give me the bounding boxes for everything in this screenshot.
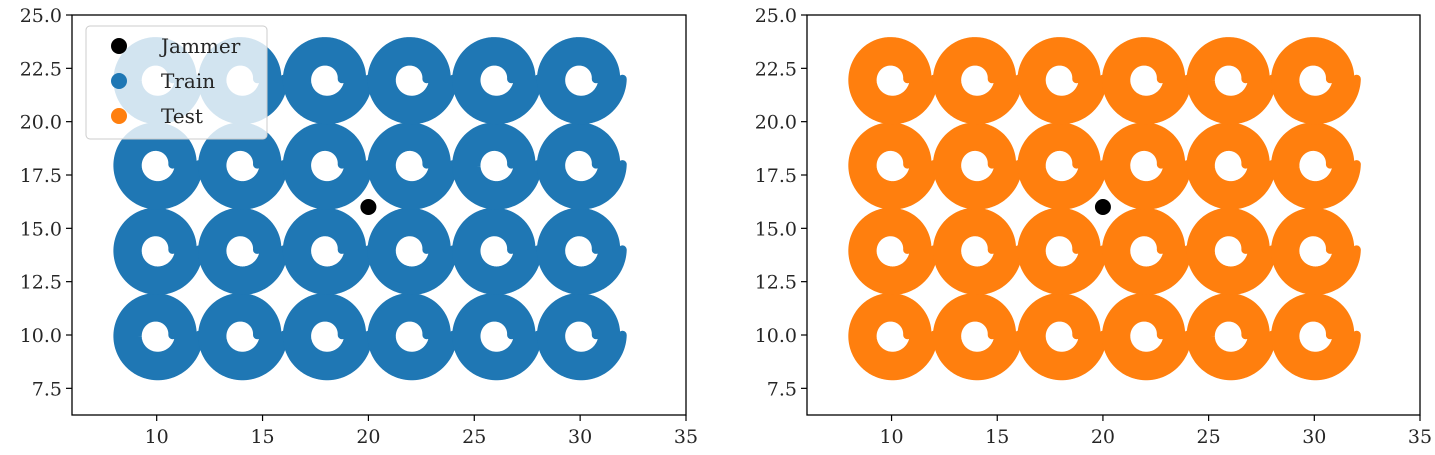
y-tick-label: 7.5	[767, 378, 797, 400]
trajectory-spiral	[367, 293, 458, 381]
x-tick-label: 10	[145, 426, 169, 448]
trajectory-spiral	[198, 207, 288, 295]
x-tick-label: 30	[568, 426, 592, 448]
trajectory-spiral	[536, 122, 627, 210]
trajectory-spiral	[198, 293, 288, 381]
x-tick-label: 35	[1408, 426, 1432, 448]
y-tick-label: 22.5	[20, 58, 62, 80]
trajectory-spiral	[1271, 293, 1361, 381]
trajectory-spiral	[848, 207, 939, 295]
trajectory-spiral	[932, 122, 1023, 210]
legend-box	[85, 25, 268, 140]
trajectory-spiral	[282, 37, 373, 125]
trajectory-spiral	[282, 207, 373, 295]
y-tick-label: 17.5	[755, 165, 797, 187]
x-tick-label: 20	[1091, 426, 1115, 448]
trajectory-spiral	[452, 207, 543, 295]
trajectory-spiral	[932, 37, 1023, 125]
plot-area: 10 15 20 25 30 35 7.5 10.0 12.5 15.0 17.5 20.0 22.5 2…	[755, 5, 1432, 448]
trajectory-spiral	[1186, 122, 1277, 210]
trajectory-spiral	[113, 293, 204, 381]
trajectory-spiral	[367, 207, 458, 295]
series-test	[848, 37, 1361, 381]
legend: Jammer Train Test	[85, 25, 268, 140]
y-tick-label: 25.0	[20, 5, 62, 27]
trajectory-spiral	[1186, 37, 1277, 125]
legend-label: Test	[161, 104, 203, 128]
trajectory-spiral	[536, 37, 627, 125]
trajectory-spiral	[452, 293, 543, 381]
trajectory-spiral	[1271, 122, 1361, 210]
right-panel-test: 10 15 20 25 30 35 7.5 10.0 12.5 15.0 17.5 20.0 22.5 2…	[755, 5, 1432, 448]
axes-frame	[71, 14, 687, 416]
trajectory-spiral	[1271, 207, 1361, 295]
x-tick-label: 25	[462, 426, 486, 448]
legend-marker	[111, 38, 127, 54]
legend-marker	[111, 73, 127, 89]
y-tick-label: 22.5	[755, 58, 797, 80]
trajectory-spiral	[932, 207, 1023, 295]
y-tick-label: 25.0	[755, 5, 797, 27]
trajectory-spiral	[1101, 207, 1192, 295]
legend-marker	[111, 108, 127, 124]
trajectory-spiral	[452, 122, 543, 210]
trajectory-spiral	[282, 293, 373, 381]
jammer-point	[1094, 199, 1111, 215]
x-tick-label: 30	[1302, 426, 1326, 448]
y-tick-label: 12.5	[20, 272, 62, 294]
y-tick-label: 15.0	[755, 218, 797, 240]
axes-frame	[806, 14, 1421, 416]
legend-label: Jammer	[159, 34, 241, 58]
legend-label: Train	[161, 69, 215, 93]
trajectory-spiral	[1017, 207, 1108, 295]
y-tick-label: 20.0	[20, 112, 62, 134]
jammer-point	[360, 199, 377, 215]
trajectory-spiral	[848, 37, 939, 125]
plot-area: 10 15 20 25 30 35 7.5 10.0 12.5 15.0 17.5 20.0 22.5 2…	[20, 5, 698, 448]
trajectory-spiral	[932, 293, 1023, 381]
trajectory-spiral	[1271, 37, 1361, 125]
trajectory-spiral	[113, 207, 204, 295]
trajectory-spiral	[536, 293, 627, 381]
y-tick-label: 7.5	[32, 378, 62, 400]
trajectory-spiral	[848, 293, 939, 381]
trajectory-spiral	[1017, 122, 1108, 210]
trajectory-spiral	[367, 122, 458, 210]
trajectory-spiral	[1017, 37, 1108, 125]
y-tick-label: 12.5	[755, 272, 797, 294]
y-tick-label: 10.0	[755, 325, 797, 347]
y-tick-label: 20.0	[755, 112, 797, 134]
trajectory-spiral	[1017, 293, 1108, 381]
trajectory-spiral	[1186, 207, 1277, 295]
y-tick-label: 17.5	[20, 165, 62, 187]
x-tick-label: 35	[674, 426, 698, 448]
trajectory-spiral	[1186, 293, 1277, 381]
x-tick-label: 20	[356, 426, 380, 448]
trajectory-spiral	[1101, 37, 1192, 125]
trajectory-spiral	[1101, 122, 1192, 210]
trajectory-spiral	[1101, 293, 1192, 381]
trajectory-spiral	[848, 122, 939, 210]
x-tick-label: 15	[985, 426, 1009, 448]
y-tick-label: 10.0	[20, 325, 62, 347]
y-tick-label: 15.0	[20, 218, 62, 240]
x-tick-label: 10	[879, 426, 903, 448]
trajectory-spiral	[536, 207, 627, 295]
x-tick-label: 15	[250, 426, 274, 448]
left-panel-train: 10 15 20 25 30 35 7.5 10.0 12.5 15.0 17.5 20.0 22.5 2…	[20, 5, 698, 448]
trajectory-spiral	[282, 122, 373, 210]
trajectory-spiral	[367, 37, 458, 125]
trajectory-spiral	[452, 37, 543, 125]
x-tick-label: 25	[1197, 426, 1221, 448]
